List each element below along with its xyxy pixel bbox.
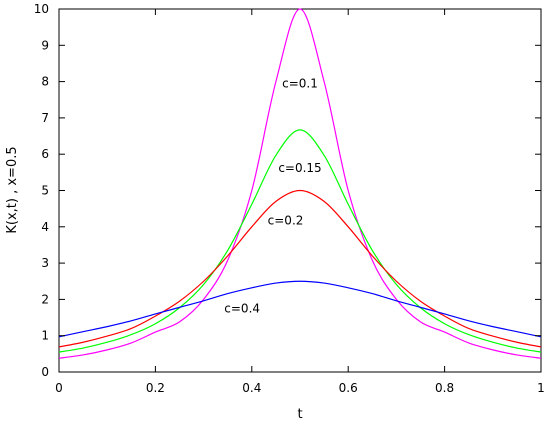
curve-label: c=0.2 [268, 214, 304, 228]
curve-label: c=0.15 [278, 161, 321, 175]
curve-label: c=0.4 [224, 301, 260, 315]
y-tick-label: 9 [41, 38, 49, 52]
y-tick-label: 10 [34, 2, 49, 16]
y-tick-label: 5 [41, 184, 49, 198]
x-tick-label: 0.6 [339, 381, 358, 395]
series-lines [58, 8, 542, 359]
y-tick-label: 3 [41, 256, 49, 270]
x-tick-label: 0 [55, 381, 63, 395]
y-tick-label: 8 [41, 75, 49, 89]
series-line-2 [58, 189, 542, 348]
x-axis-label: t [297, 407, 302, 422]
y-axis-label: K(x,t) , x=0.5 [5, 146, 20, 233]
x-tick-label: 0.4 [242, 381, 261, 395]
curve-label: c=0.1 [282, 76, 318, 90]
y-tick-label: 2 [41, 292, 49, 306]
y-tick-label: 7 [41, 111, 49, 125]
series-line-0 [58, 8, 542, 359]
y-tick-label: 0 [41, 365, 49, 379]
x-tick-label: 1 [537, 381, 545, 395]
x-tick-label: 0.2 [146, 381, 165, 395]
y-tick-label: 6 [41, 147, 49, 161]
y-tick-label: 4 [41, 220, 49, 234]
x-tick-label: 0.8 [435, 381, 454, 395]
curve-labels: c=0.1 c=0.15 c=0.2 c=0.4 [224, 76, 321, 315]
y-tick-label: 1 [41, 329, 49, 343]
series-line-1 [58, 129, 542, 353]
series-line-3 [58, 280, 542, 338]
